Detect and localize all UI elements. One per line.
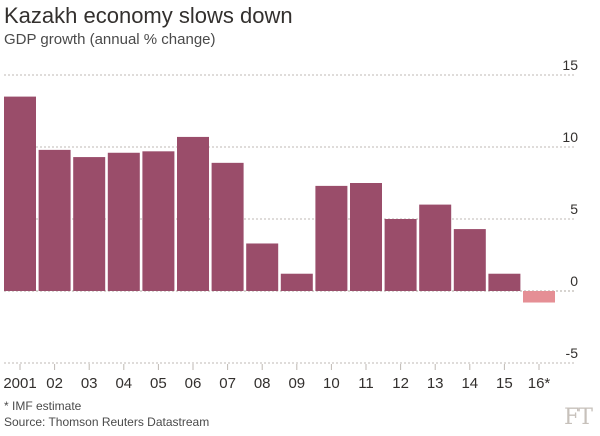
x-tick-label: 08 — [254, 375, 271, 392]
x-tick-label: 06 — [185, 375, 202, 392]
footnote: * IMF estimate — [4, 399, 82, 413]
chart-subtitle: GDP growth (annual % change) — [4, 31, 216, 48]
x-tick-labels: 2001 02 03 04 05 06 07 08 09 10 11 12 13 14 15 16* — [3, 364, 550, 392]
bar-04 — [107, 152, 140, 291]
y-tick-labels: 15 10 5 0 -5 — [562, 57, 578, 361]
x-tick-label: 04 — [115, 375, 132, 392]
y-tick-label: 5 — [570, 201, 578, 217]
bar-15 — [488, 273, 521, 291]
bars — [4, 96, 555, 303]
x-tick-label: 07 — [219, 375, 236, 392]
bar-08 — [246, 243, 279, 291]
bar-06 — [177, 136, 209, 291]
y-tick-label: 10 — [562, 129, 578, 145]
x-tick-label: 11 — [358, 375, 374, 392]
x-tick-label: 03 — [81, 375, 98, 392]
bar-02 — [38, 149, 71, 291]
x-tick-label: 16* — [528, 375, 551, 392]
x-tick-label: 15 — [496, 375, 513, 392]
bar-12 — [384, 219, 417, 291]
x-tick-label: 10 — [323, 375, 340, 392]
bar-05 — [142, 151, 175, 291]
bar-2001 — [4, 96, 36, 291]
bar-16 — [523, 291, 555, 303]
ft-logo: FT — [564, 405, 593, 430]
x-tick-label: 2001 — [3, 375, 36, 392]
bar-13 — [419, 204, 452, 291]
bar-14 — [453, 229, 486, 291]
y-tick-label: 15 — [562, 57, 578, 73]
source-note: Source: Thomson Reuters Datastream — [4, 415, 210, 429]
y-tick-label: -5 — [566, 345, 579, 361]
chart-title: Kazakh economy slows down — [4, 3, 293, 28]
bar-07 — [211, 162, 244, 291]
x-tick-label: 05 — [150, 375, 167, 392]
bar-11 — [350, 183, 382, 291]
x-tick-label: 13 — [427, 375, 444, 392]
bar-09 — [280, 273, 313, 291]
x-tick-label: 02 — [46, 375, 63, 392]
y-tick-label: 0 — [570, 273, 578, 289]
x-tick-label: 12 — [392, 375, 409, 392]
x-tick-label: 09 — [288, 375, 305, 392]
bar-10 — [315, 185, 348, 291]
bar-03 — [73, 157, 106, 291]
x-tick-label: 14 — [461, 375, 478, 392]
